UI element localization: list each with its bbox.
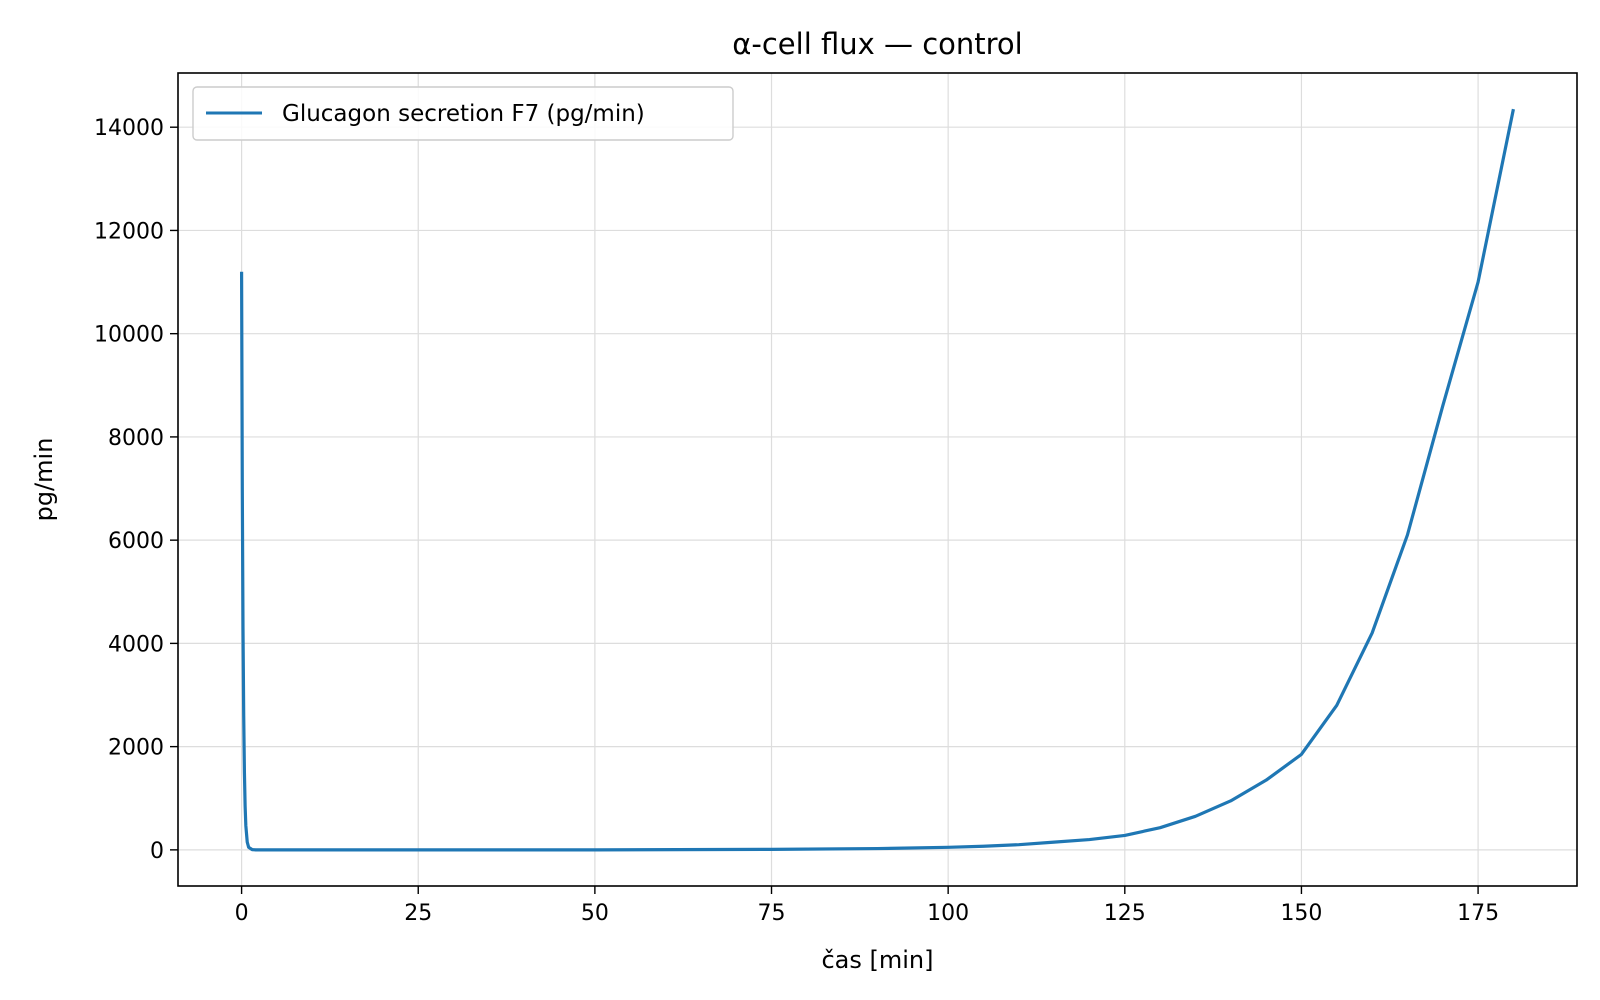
x-tick-label: 100 bbox=[927, 901, 969, 926]
x-tick-label: 150 bbox=[1280, 901, 1322, 926]
y-tick-label: 4000 bbox=[108, 632, 164, 657]
chart-title: α-cell flux — control bbox=[732, 27, 1022, 61]
legend-box bbox=[192, 86, 734, 141]
y-tick-label: 10000 bbox=[94, 323, 164, 348]
y-tick-label: 12000 bbox=[94, 219, 164, 244]
y-tick-label: 2000 bbox=[108, 736, 164, 761]
x-tick-label: 50 bbox=[581, 901, 609, 926]
x-tick-label: 25 bbox=[404, 901, 432, 926]
x-tick-label: 75 bbox=[758, 901, 786, 926]
x-tick-label: 0 bbox=[235, 901, 249, 926]
y-tick-label: 6000 bbox=[108, 529, 164, 554]
y-tick-label: 14000 bbox=[94, 116, 164, 141]
series-layer bbox=[239, 108, 1515, 852]
tick-layer: 0 25 50 75 100 125 150 175 0 2000 4000 6000 8000 1000… bbox=[94, 116, 1499, 926]
y-axis-title: pg/min bbox=[30, 438, 58, 522]
plot-frame bbox=[177, 72, 1578, 887]
series-line-0 bbox=[239, 108, 1515, 852]
legend-label: Glucagon secretion F7 (pg/min) bbox=[282, 101, 645, 127]
x-tick-label: 175 bbox=[1457, 901, 1499, 926]
y-tick-label: 8000 bbox=[108, 426, 164, 451]
y-tick-label: 0 bbox=[150, 839, 164, 864]
legend: Glucagon secretion F7 (pg/min) bbox=[192, 86, 734, 141]
x-axis-title: čas [min] bbox=[821, 946, 933, 974]
x-tick-label: 125 bbox=[1104, 901, 1146, 926]
